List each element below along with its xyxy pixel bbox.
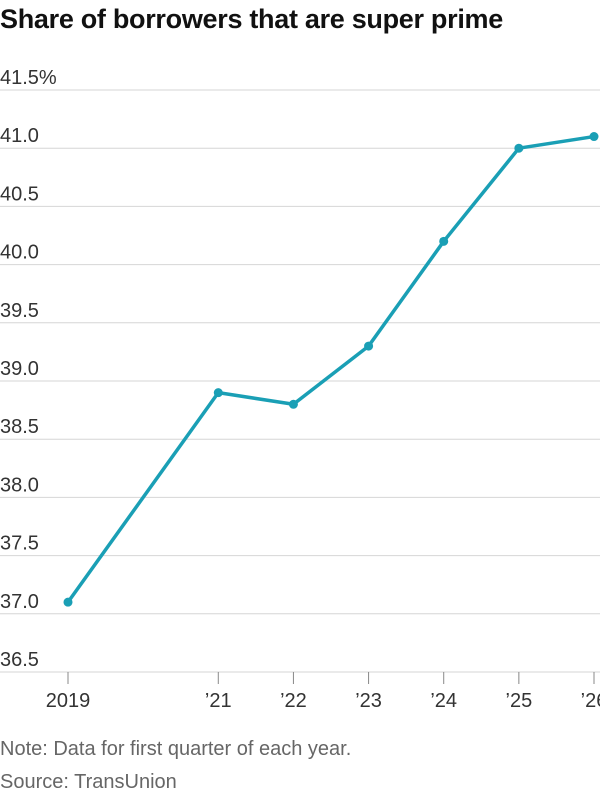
data-point [63,597,73,607]
data-point [213,388,223,398]
y-tick-label: 37.0 [0,591,39,613]
y-tick-label: 36.5 [0,649,39,671]
series [63,132,599,607]
chart-note: Note: Data for first quarter of each yea… [0,738,352,760]
data-point [514,143,524,153]
x-axis-ticks: 2019 ’21 ’22 ’23 ’24 ’25 ’26 [46,672,600,712]
y-tick-label: 39.0 [0,358,39,380]
y-axis-ticks: 36.5 37.0 37.5 38.0 38.5 39.0 39.5 40.0 40.5 41.0… [0,67,57,671]
x-tick-label: ’22 [280,690,307,712]
data-point [288,399,298,409]
y-tick-label: 41.5% [0,67,57,89]
y-tick-label: 39.5 [0,300,39,322]
x-tick-label: ’26 [581,690,600,712]
line-chart: 36.5 37.0 37.5 38.0 38.5 39.0 39.5 40.0 40.5 41.0… [0,67,600,712]
data-point [439,236,449,246]
x-tick-label: ’21 [205,690,232,712]
x-tick-label: ’24 [430,690,457,712]
data-point [589,132,599,142]
data-point [364,341,374,351]
gridlines [0,89,600,673]
y-tick-label: 38.0 [0,474,39,496]
x-tick-label: ’25 [506,690,533,712]
y-tick-label: 40.5 [0,183,39,205]
y-tick-label: 37.5 [0,533,39,555]
chart-source: Source: TransUnion [0,771,177,793]
chart-title: Share of borrowers that are super prime [0,4,503,34]
x-tick-label: ’23 [355,690,382,712]
y-tick-label: 40.0 [0,242,39,264]
x-tick-label: 2019 [46,690,91,712]
y-tick-label: 41.0 [0,125,39,147]
y-tick-label: 38.5 [0,416,39,438]
